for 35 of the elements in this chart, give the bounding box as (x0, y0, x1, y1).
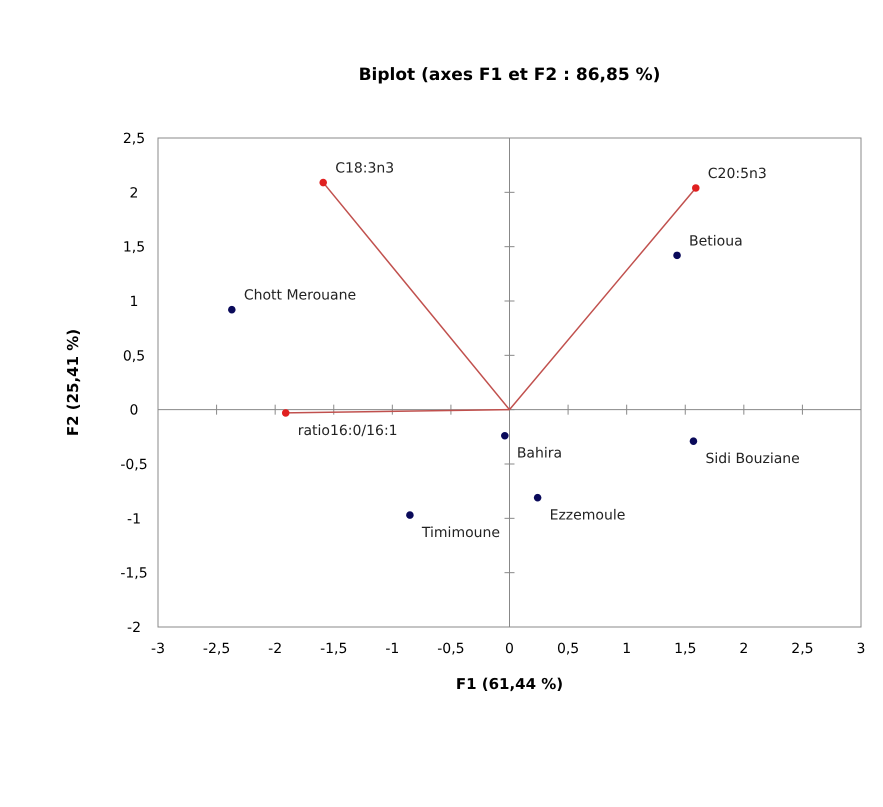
y-tick-label: 1,5 (122, 240, 146, 256)
data-label: Ezzemoule (550, 508, 626, 524)
data-label: Bahira (516, 446, 562, 462)
data-label: C20:5n3 (708, 166, 767, 182)
y-tick-label: 0,5 (122, 348, 146, 364)
x-tick-label: 2,5 (791, 641, 814, 657)
x-tick-label: -2,5 (202, 641, 230, 657)
x-tick-label: 0 (505, 641, 514, 657)
y-tick-label: 2,5 (122, 131, 146, 147)
x-tick-label: 0,5 (556, 641, 580, 657)
y-tick-label: -0,5 (120, 457, 148, 473)
y-tick-label: 1 (130, 294, 138, 310)
x-tick-label: -3 (151, 641, 165, 657)
chart-title: Biplot (axes F1 et F2 : 86,85 %) (358, 65, 660, 85)
y-tick-label: 2 (130, 185, 138, 202)
data-label: Sidi Bouziane (705, 451, 800, 468)
x-tick-label: -1,5 (320, 641, 348, 657)
data-label: Timimoune (420, 525, 500, 542)
x-tick-label: 3 (856, 641, 866, 657)
x-axis-title: F1 (61,44 %) (456, 675, 564, 693)
x-tick-label: -2 (268, 641, 282, 657)
data-label: Chott Merouane (244, 288, 356, 304)
x-tick-label: -1 (385, 641, 400, 657)
y-tick-label: -2 (127, 620, 141, 636)
y-axis-title: F2 (25,41 %) (64, 328, 82, 436)
x-tick-label: 2 (739, 641, 748, 657)
y-tick-label: 0 (130, 402, 138, 419)
x-tick-label: -0,5 (437, 641, 465, 657)
data-label: ratio16:0/16:1 (298, 422, 398, 439)
data-label: Betioua (689, 233, 743, 250)
data-label: C18:3n3 (335, 160, 394, 177)
x-tick-label: 1 (622, 641, 632, 657)
y-tick-label: -1,5 (120, 566, 148, 582)
y-tick-label: -1 (127, 511, 141, 528)
x-tick-label: 1,5 (674, 641, 696, 657)
